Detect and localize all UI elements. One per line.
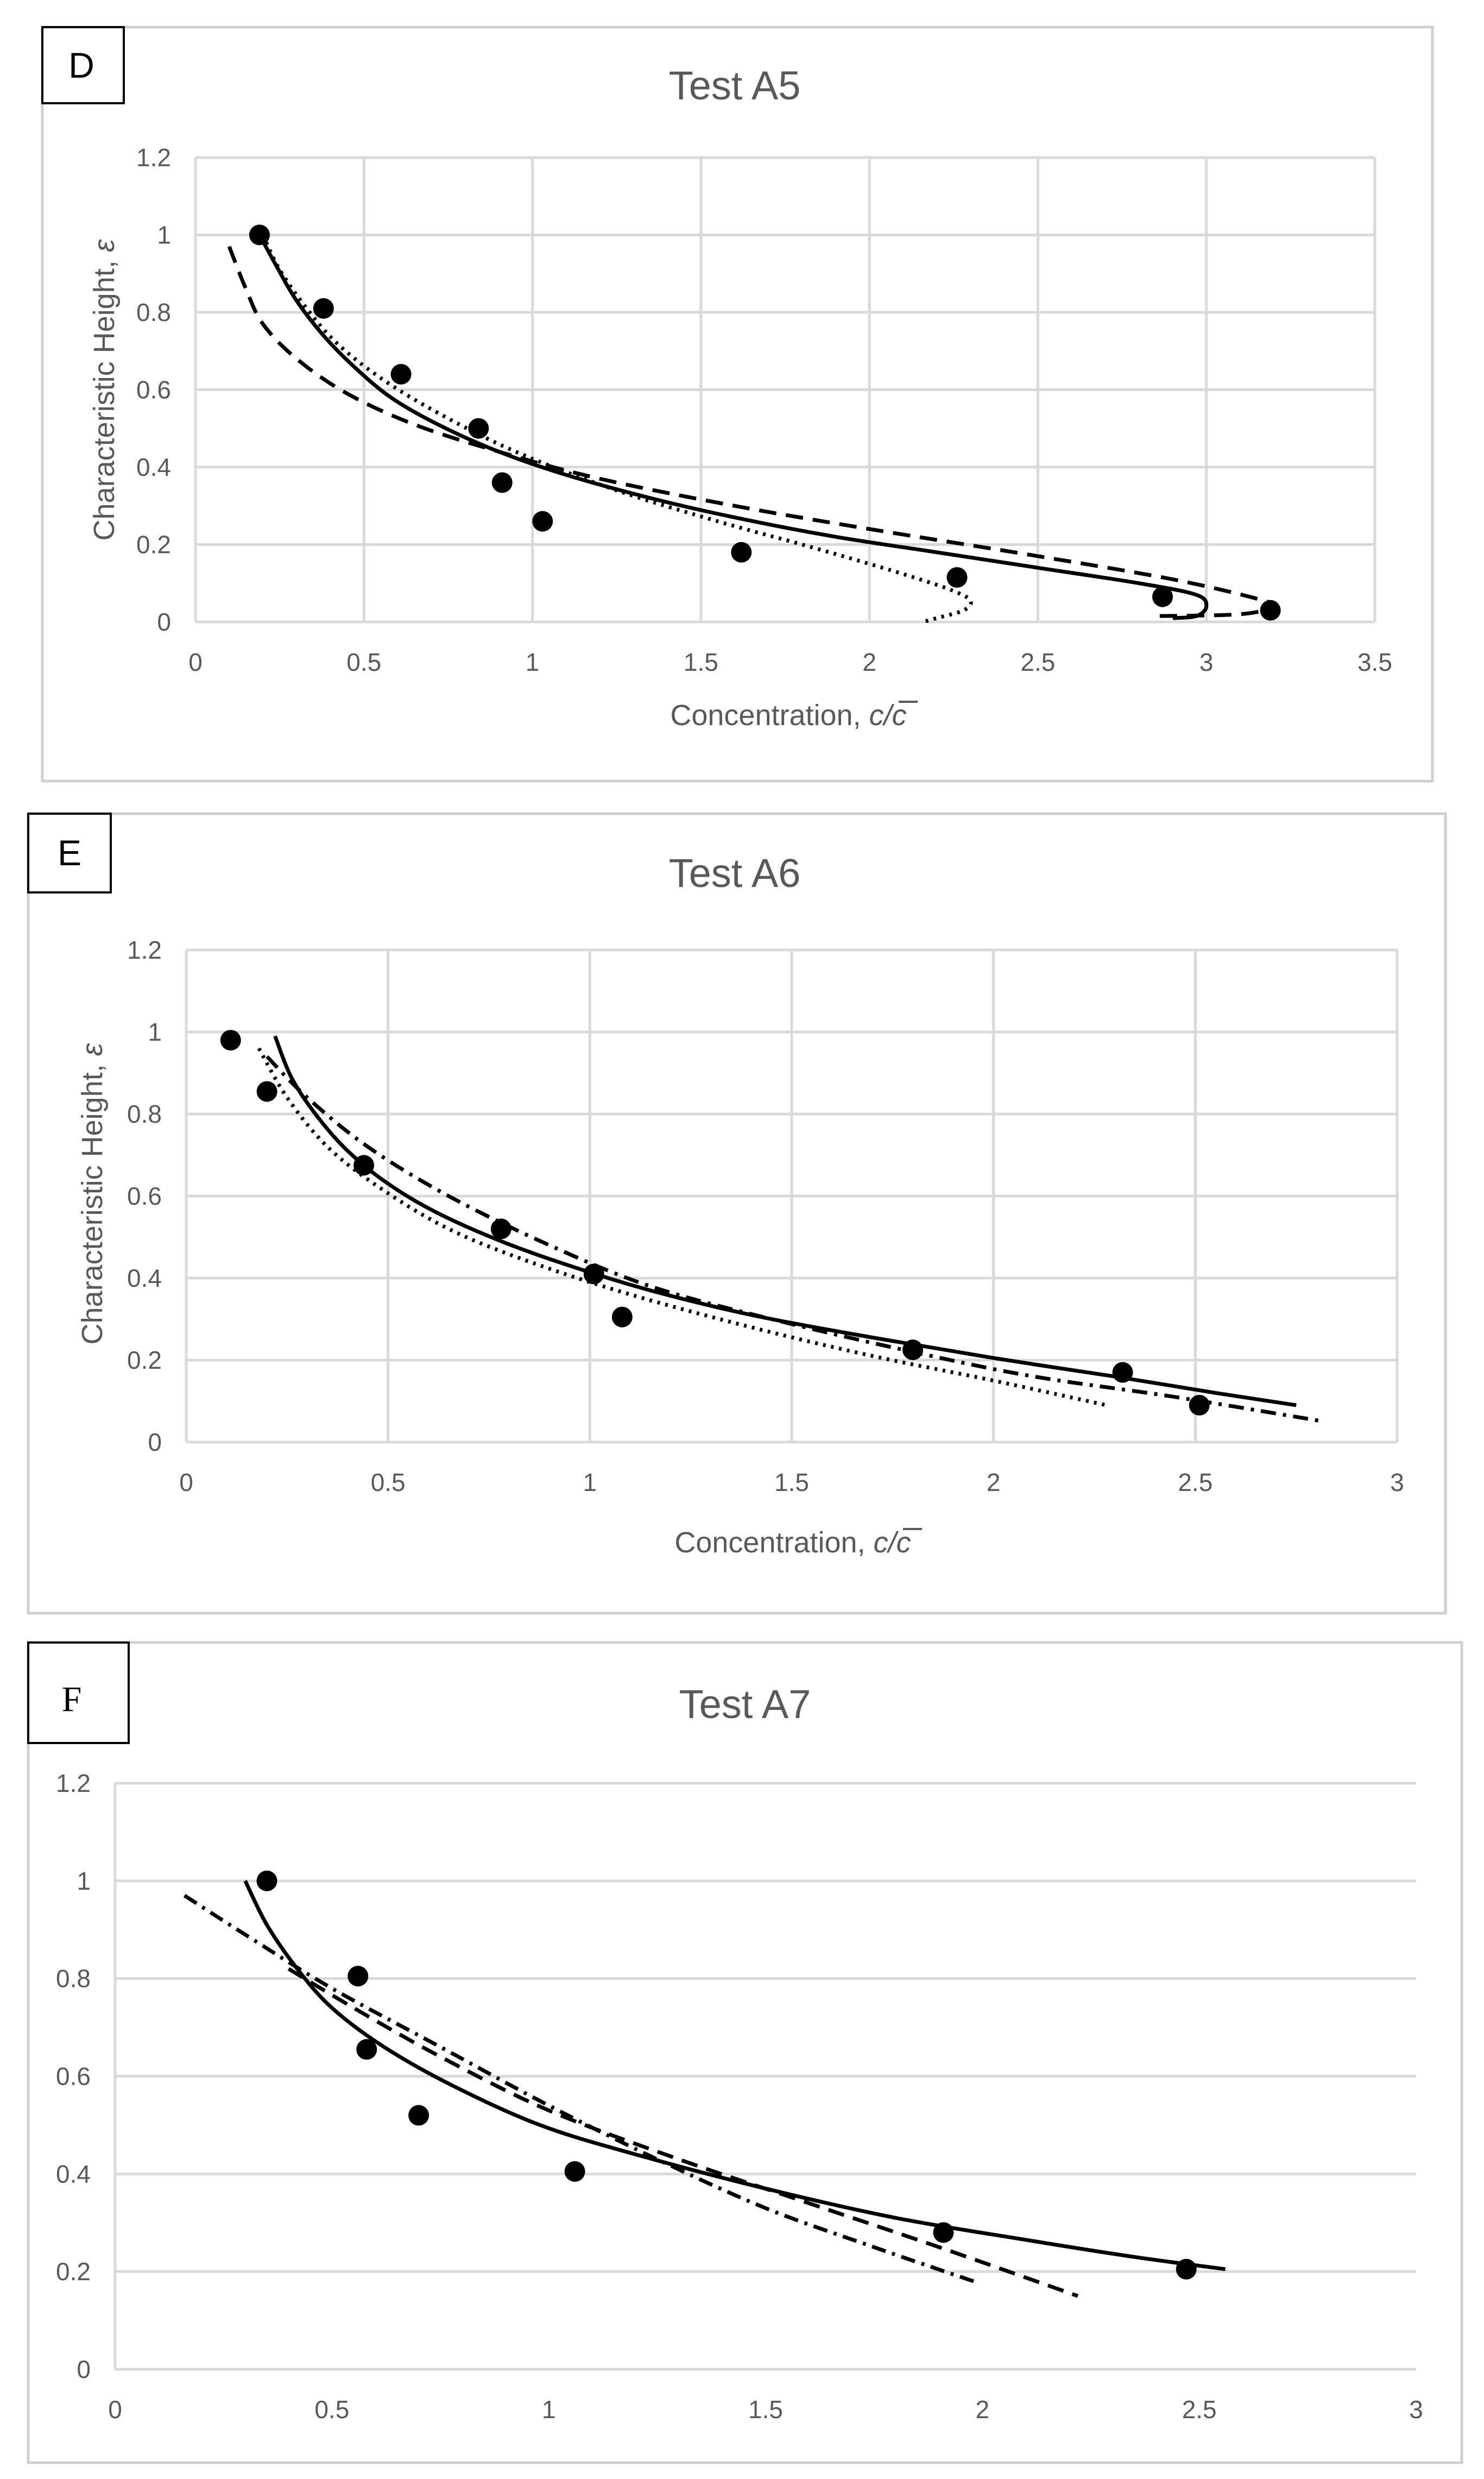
panel-e-ytick-label: 0.2 <box>127 1346 162 1374</box>
panel-f-xtick-label: 2 <box>976 2395 990 2424</box>
panel-d-xtick-label: 2.5 <box>1020 648 1055 676</box>
panel-f-label: F <box>62 1679 82 1719</box>
panel-d-solid-curve <box>257 234 1209 620</box>
panel-d-dashed-curve <box>227 246 1277 618</box>
panel-d-ytick-label: 0.4 <box>136 453 171 481</box>
panel-e-xtick-label: 0.5 <box>371 1468 406 1496</box>
panel-d-data-point <box>1152 586 1173 607</box>
panel-f-xtick-label: 1 <box>542 2395 556 2424</box>
panel-d-xtick-label: 2 <box>862 648 876 676</box>
panel-e-xtick-label: 3 <box>1390 1468 1404 1496</box>
panel-e-data-point <box>611 1306 633 1327</box>
panel-f-data-point <box>408 2105 430 2126</box>
panel-d-label: D <box>68 45 94 85</box>
panel-f-ytick-label: 0.8 <box>56 1965 91 1993</box>
panel-d: D Test A5 0 0.2 0.4 0.6 0.8 1 1.2 0 0.5 1 1.5 2 2.5 3… <box>41 26 1434 783</box>
panel-e-label: E <box>58 833 81 873</box>
panel-d-data-point <box>491 472 513 493</box>
panel-e-xtick-label: 1 <box>583 1468 597 1496</box>
panel-f-xtick-label: 0.5 <box>314 2395 349 2424</box>
panel-d-ytick-label: 0.8 <box>136 298 171 326</box>
panel-f-data-point <box>356 2039 377 2060</box>
panel-e-data-point <box>1189 1395 1210 1416</box>
panel-f-ytick-label: 1.2 <box>56 1769 91 1797</box>
panel-e-solid-curve <box>273 1035 1297 1407</box>
panel-e-ytick-label: 0 <box>148 1428 162 1456</box>
panel-f-label-box <box>27 1641 130 1744</box>
panel-d-xtick-label: 0 <box>188 648 203 676</box>
panel-e-ytick-label: 1 <box>148 1018 162 1046</box>
panel-e-xtick-label: 1.5 <box>774 1468 809 1496</box>
panel-d-xtick-label: 3 <box>1199 648 1214 676</box>
panel-e-xtick-label: 2.5 <box>1178 1468 1213 1496</box>
panel-e-data-point <box>220 1030 241 1051</box>
panel-f-data-point <box>256 1870 277 1891</box>
panel-f-plot: 0 0.2 0.4 0.6 0.8 1 1.2 0 0.5 1 1.5 2 2.5 3 <box>56 1769 1423 2424</box>
panel-d-ytick-label: 1 <box>157 221 171 249</box>
panel-e-dash-dot-curve <box>266 1055 1325 1424</box>
panel-e-label-box <box>27 813 112 894</box>
panel-e-ytick-label: 1.2 <box>127 936 162 964</box>
panel-d-label-box <box>41 26 125 104</box>
panel-d-x-axis-title: Concentration, c/c <box>670 699 906 732</box>
panel-d-ytick-label: 0 <box>157 608 171 636</box>
panel-f-frame <box>27 1641 1463 2464</box>
panel-f-data-point <box>348 1966 369 1987</box>
panel-f-xtick-label: 1.5 <box>748 2395 783 2424</box>
panel-e-frame <box>27 812 1447 1615</box>
panel-f-title: Test A7 <box>679 1682 811 1727</box>
panel-f-ytick-label: 0 <box>77 2355 91 2383</box>
panel-f-data-point <box>564 2161 585 2182</box>
panel-d-xtick-label: 0.5 <box>346 648 381 676</box>
panel-e-data-point <box>256 1081 277 1102</box>
panel-e-dotted-curve <box>257 1047 1107 1407</box>
panel-d-xtick-label: 1 <box>526 648 540 676</box>
panel-e-xtick-label: 0 <box>179 1468 193 1496</box>
panel-d-ytick-label: 0.6 <box>136 376 171 404</box>
panel-e-x-axis-title: Concentration, c/c <box>674 1526 911 1559</box>
panel-d-data-point <box>390 364 412 385</box>
panel-f-xtick-label: 2.5 <box>1182 2395 1217 2424</box>
panel-f: F Test A7 0 0.2 0.4 0.6 0.8 1 1.2 0 0.5 1 1.5 2 2.5 3 <box>27 1641 1463 2464</box>
panel-d-ytick-label: 1.2 <box>136 143 171 172</box>
panel-d-plot: 0 0.2 0.4 0.6 0.8 1 1.2 0 0.5 1 1.5 2 2.5 3 3.5 <box>136 143 1392 676</box>
panel-e-ytick-label: 0.8 <box>127 1100 162 1128</box>
panel-d-frame <box>41 26 1434 783</box>
panel-e-y-axis-title: Characteristic Height, ε <box>76 1042 109 1344</box>
panel-d-dotted-curve <box>261 234 973 624</box>
panel-d-data-point <box>532 511 553 532</box>
panel-e-data-point <box>490 1218 511 1240</box>
panel-d-xtick-label: 1.5 <box>684 648 718 676</box>
panel-d-y-axis-title: Characteristic Height, ε <box>88 238 121 540</box>
panel-f-xtick-label: 0 <box>108 2395 122 2424</box>
panel-f-dashed-curve <box>287 1967 1079 2298</box>
panel-e-xtick-label: 2 <box>987 1468 1001 1496</box>
panel-f-ytick-label: 1 <box>77 1867 91 1895</box>
panel-e-plot: 0 0.2 0.4 0.6 0.8 1 1.2 0 0.5 1 1.5 2 2.5 3 <box>127 936 1404 1496</box>
panel-f-ytick-label: 0.4 <box>56 2160 91 2188</box>
panel-e-title: Test A6 <box>669 851 801 896</box>
panel-d-ytick-label: 0.2 <box>136 531 171 559</box>
panel-e-ytick-label: 0.6 <box>127 1182 162 1210</box>
panel-f-ytick-label: 0.2 <box>56 2257 91 2286</box>
panel-e: E Test A6 0 0.2 0.4 0.6 0.8 1 1.2 0 0.5 1 1.5 2 2.5 3… <box>27 812 1447 1615</box>
panel-d-data-point <box>468 418 489 439</box>
panel-f-ytick-label: 0.6 <box>56 2062 91 2091</box>
panel-d-data-point <box>946 567 968 588</box>
panel-d-data-point <box>313 298 334 319</box>
panel-d-data-point <box>731 542 752 563</box>
panel-f-solid-curve <box>243 1880 1226 2272</box>
panel-f-xtick-label: 3 <box>1409 2395 1423 2424</box>
panel-d-xtick-label: 3.5 <box>1357 648 1392 676</box>
panel-d-title: Test A5 <box>669 63 801 108</box>
panel-e-ytick-label: 0.4 <box>127 1264 162 1292</box>
